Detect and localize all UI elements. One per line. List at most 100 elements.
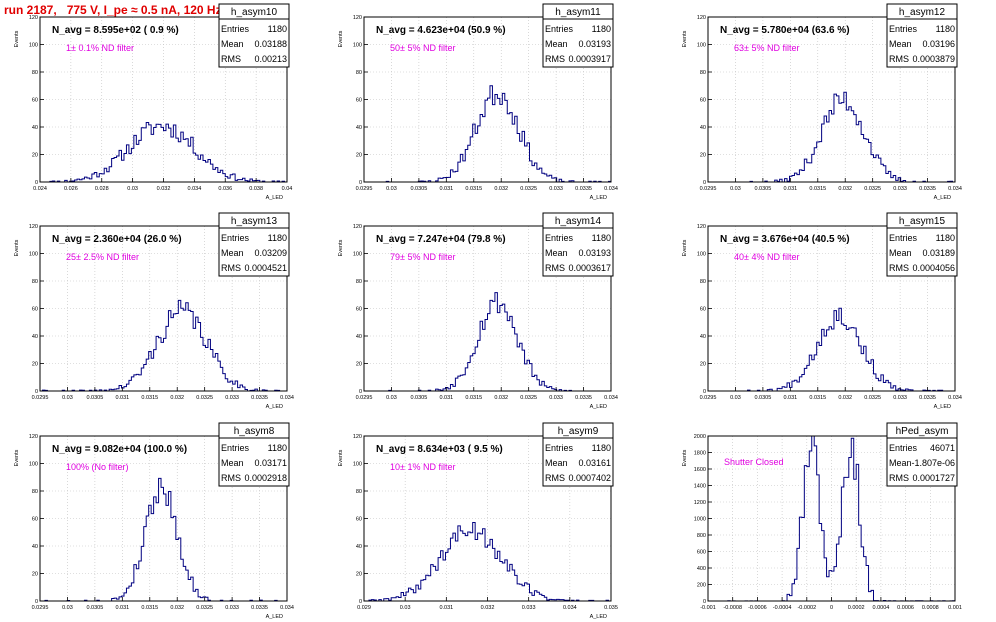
stats-rms-label: RMS xyxy=(545,263,565,273)
x-tick-label: 0.03 xyxy=(62,605,73,611)
histogram-name: h_asym10 xyxy=(231,7,278,18)
stats-box xyxy=(542,18,614,68)
x-tick-label: -0.0002 xyxy=(797,605,816,611)
y-tick-label: 0 xyxy=(703,599,706,605)
y-tick-label: 60 xyxy=(356,98,362,104)
x-tick-label: 0.032 xyxy=(170,395,184,401)
x-tick-label: 0.0305 xyxy=(86,395,103,401)
histogram-name: h_asym11 xyxy=(555,7,601,18)
y-tick-label: 60 xyxy=(356,307,362,313)
x-tick-label: 0.0006 xyxy=(897,605,914,611)
y-tick-label: 20 xyxy=(356,153,362,159)
y-tick-label: 100 xyxy=(353,462,362,468)
histogram-name: h_asym8 xyxy=(234,426,275,437)
stats-box xyxy=(218,437,290,487)
stats-mean-value: 0.03193 xyxy=(578,248,611,258)
x-axis-label: A_LED xyxy=(266,404,283,410)
x-tick-label: 0.034 xyxy=(187,186,201,192)
x-axis-label: A_LED xyxy=(934,195,951,201)
stats-rms-label: RMS xyxy=(545,473,565,483)
y-tick-label: 120 xyxy=(29,434,38,440)
x-tick-label: 0.0325 xyxy=(520,395,537,401)
stats-entries-label: Entries xyxy=(221,24,250,34)
stats-rms-value: 0.0002918 xyxy=(244,473,287,483)
stats-entries-value: 1180 xyxy=(268,443,287,453)
stats-rms-label: RMS xyxy=(221,54,241,64)
stats-entries-value: 1180 xyxy=(268,24,287,34)
x-tick-label: 0.0325 xyxy=(196,395,213,401)
stats-rms-label: RMS xyxy=(889,263,909,273)
x-tick-label: 0.0008 xyxy=(922,605,939,611)
y-tick-label: 60 xyxy=(32,307,38,313)
y-tick-label: 100 xyxy=(29,252,38,258)
y-tick-label: 80 xyxy=(32,279,38,285)
y-axis-label: Events xyxy=(682,449,688,466)
y-tick-label: 60 xyxy=(32,98,38,104)
y-tick-label: 0 xyxy=(35,389,38,395)
stats-box xyxy=(886,437,958,487)
x-tick-label: 0.034 xyxy=(563,605,577,611)
stats-rms-value: 0.0004521 xyxy=(244,263,287,273)
y-tick-label: 40 xyxy=(700,125,706,131)
histogram-bins xyxy=(708,307,955,392)
stats-box xyxy=(886,18,958,68)
y-tick-label: 800 xyxy=(697,533,706,539)
stats-box xyxy=(218,227,290,277)
x-tick-label: 0.031 xyxy=(439,186,453,192)
stats-entries-value: 1180 xyxy=(592,233,611,243)
x-tick-label: 0.034 xyxy=(604,395,618,401)
y-axis-label: Events xyxy=(14,449,20,466)
y-tick-label: 600 xyxy=(697,550,706,556)
x-tick-label: -0.0008 xyxy=(723,605,742,611)
annotation-label: 1± 0.1% ND filter xyxy=(66,43,134,53)
annotation-label: 10± 1% ND filter xyxy=(390,462,455,472)
y-tick-label: 60 xyxy=(700,98,706,104)
y-axis-label: Events xyxy=(682,30,688,47)
stats-mean-value: 0.03171 xyxy=(254,458,287,468)
panel-title: N_avg = 4.623e+04 (50.9 %) xyxy=(376,25,506,36)
x-tick-label: 0.0335 xyxy=(919,186,936,192)
x-tick-label: 0.033 xyxy=(893,395,907,401)
histogram-panel-h_asym11: 0.0295 0.03 0.0305 0.031 0.0315 0.032 0.0325 0.… xyxy=(338,3,618,201)
histogram-name: h_asym12 xyxy=(899,7,946,18)
y-tick-label: 1200 xyxy=(694,500,706,506)
y-tick-label: 60 xyxy=(700,307,706,313)
page-title: run 2187, 775 V, I_pe ≈ 0.5 nA, 120 Hz xyxy=(4,3,222,17)
y-tick-label: 120 xyxy=(353,224,362,230)
histogram-name: h_asym9 xyxy=(558,426,599,437)
x-tick-label: 0.0295 xyxy=(700,186,717,192)
histogram-bins xyxy=(40,122,287,183)
stats-box xyxy=(542,227,614,277)
y-tick-label: 100 xyxy=(353,252,362,258)
x-tick-label: 0.036 xyxy=(218,186,232,192)
annotation-label: 40± 4% ND filter xyxy=(734,252,799,262)
stats-mean-value: 0.03193 xyxy=(578,39,611,49)
x-tick-label: -0.001 xyxy=(700,605,716,611)
y-tick-label: 80 xyxy=(700,279,706,285)
stats-mean-label: Mean xyxy=(545,458,568,468)
y-tick-label: 120 xyxy=(29,15,38,21)
y-tick-label: 1400 xyxy=(694,484,706,490)
x-tick-label: 0.032 xyxy=(494,186,508,192)
y-tick-label: 80 xyxy=(32,70,38,76)
x-tick-label: 0.034 xyxy=(280,395,294,401)
x-tick-label: 0.0315 xyxy=(809,395,826,401)
panel-title: N_avg = 8.595e+02 ( 0.9 %) xyxy=(52,25,179,36)
annotation-label: 100% (No filter) xyxy=(66,462,129,472)
stats-mean-label: Mean xyxy=(889,39,912,49)
stats-mean-value: 0.03189 xyxy=(922,248,955,258)
x-tick-label: 0.0295 xyxy=(356,186,373,192)
x-tick-label: 0.0315 xyxy=(465,395,482,401)
x-tick-label: 0.03 xyxy=(386,395,397,401)
histogram-panel-h_asym10: 0.024 0.026 0.028 0.03 0.032 0.034 0.036 0.038 0… xyxy=(14,3,292,201)
x-tick-label: 0.0325 xyxy=(520,186,537,192)
x-tick-label: 0.0315 xyxy=(141,395,158,401)
x-tick-label: 0.0315 xyxy=(141,605,158,611)
x-tick-label: 0.0004 xyxy=(872,605,889,611)
stats-rms-label: RMS xyxy=(221,263,241,273)
y-tick-label: 60 xyxy=(356,517,362,523)
y-tick-label: 0 xyxy=(703,389,706,395)
x-tick-label: 0.034 xyxy=(280,605,294,611)
y-tick-label: 100 xyxy=(29,43,38,49)
histogram-panel-h_asym12: 0.0295 0.03 0.0305 0.031 0.0315 0.032 0.0325 0.… xyxy=(682,3,962,201)
